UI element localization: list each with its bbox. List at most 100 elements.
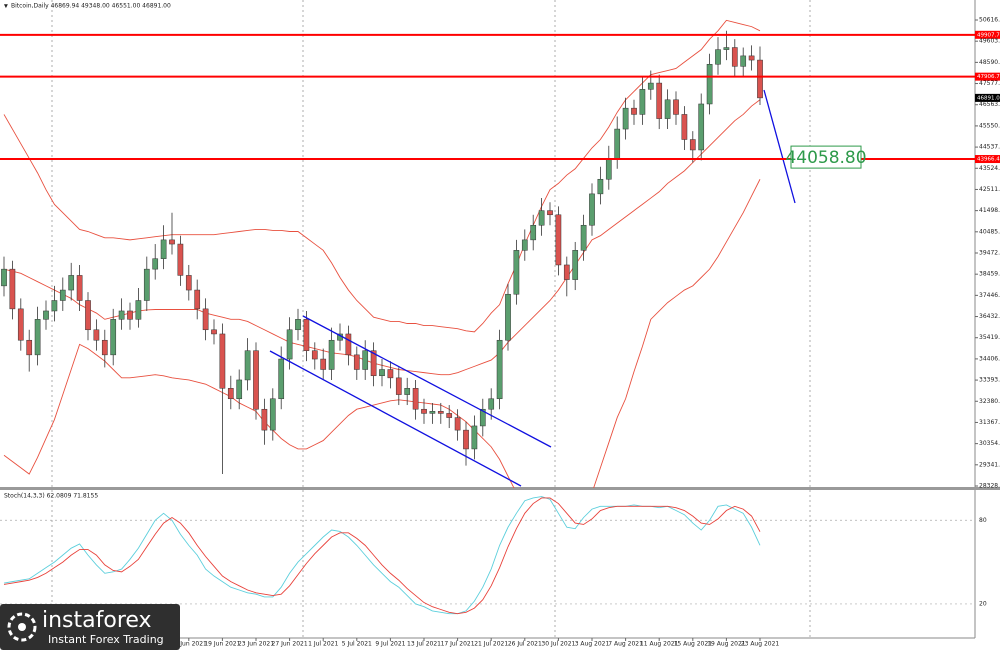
- candle-body: [639, 89, 646, 115]
- logo: instaforex Instant Forex Trading: [0, 604, 180, 650]
- target-label: 44058.80: [785, 148, 866, 168]
- candle-body: [101, 339, 108, 356]
- candle-body: [244, 350, 251, 381]
- y-tick-label: 46563.90: [979, 101, 1000, 108]
- candle-body: [185, 275, 192, 291]
- candle-body: [143, 268, 150, 301]
- candle-body: [647, 82, 654, 90]
- y-tick-label: 47577.00: [979, 80, 1000, 87]
- candle-body: [152, 258, 159, 270]
- logo-icon: [7, 612, 37, 642]
- stoch-line: [3, 496, 761, 615]
- candle-body: [496, 339, 503, 400]
- x-tick-label: 19 Aug 2021: [707, 641, 746, 648]
- candle-body: [513, 250, 520, 295]
- candle-body: [303, 319, 310, 351]
- channel-line: [269, 350, 522, 487]
- logo-tagline: Instant Forex Trading: [48, 633, 164, 646]
- y-tick-label: 44537.70: [979, 144, 1000, 151]
- y-tick-label: 41498.40: [979, 207, 1000, 214]
- y-tick-label: 28328.10: [979, 482, 1000, 489]
- candle-body: [589, 193, 595, 226]
- y-tick-label: 49603.20: [979, 38, 1000, 45]
- target-box: [790, 145, 862, 169]
- candle-body: [681, 114, 688, 140]
- y-tick-label: 36432.90: [979, 313, 1000, 320]
- candle-body: [404, 388, 411, 395]
- candle-body: [68, 275, 75, 291]
- candle-body: [463, 429, 469, 450]
- level-label: 49907.70: [977, 32, 1000, 38]
- candle-body: [261, 408, 268, 431]
- candle-body: [740, 55, 747, 67]
- level-label: 47906.76: [977, 74, 1000, 80]
- candle-body: [673, 99, 679, 115]
- candles-layer: [1, 30, 763, 475]
- candle-body: [530, 224, 537, 241]
- candle-body: [437, 411, 444, 414]
- candle-body: [605, 158, 612, 180]
- candle-body: [488, 398, 495, 410]
- candle-body: [202, 308, 209, 331]
- candle-body: [580, 224, 587, 251]
- x-tick-label: 27 Jun 2021: [272, 641, 308, 648]
- x-tick-label: 9 Jul 2021: [375, 641, 405, 648]
- x-tick-label: 1 Jul 2021: [308, 641, 338, 648]
- candle-body: [698, 103, 705, 151]
- candle-body: [253, 350, 259, 410]
- y-tick-label: 30354.30: [979, 440, 1000, 447]
- stochastic-title: Stoch(14,3,3) 62.0809 71.8155: [4, 493, 98, 500]
- level-tag: [975, 155, 1000, 164]
- candle-body: [93, 329, 100, 341]
- stoch-lines: [3, 496, 761, 615]
- candle-body: [689, 139, 696, 151]
- candle-body: [311, 350, 318, 360]
- candle-body: [505, 293, 511, 341]
- x-tick-label: 3 Aug 2021: [575, 641, 610, 648]
- stoch-tick-label: 80: [979, 517, 987, 524]
- y-tick-label: 50616.30: [979, 17, 1000, 24]
- forecast-line: [763, 89, 796, 204]
- y-tick-label: 29341.20: [979, 461, 1000, 468]
- x-tick-label: 11 Aug 2021: [640, 641, 679, 648]
- y-tick-label: 32380.50: [979, 398, 1000, 405]
- y-tick-label: 35419.80: [979, 334, 1000, 341]
- candle-body: [748, 55, 755, 61]
- logo-icon-core: [18, 623, 26, 631]
- candle-body: [614, 128, 621, 159]
- candle-body: [59, 289, 66, 301]
- x-tick-label: 23 Aug 2021: [741, 641, 780, 648]
- candle-body: [622, 107, 629, 130]
- channel: [269, 89, 796, 487]
- candle-body: [118, 310, 125, 320]
- x-tick-label: 30 Jul 2021: [541, 641, 575, 648]
- x-tick-label: 5 Jul 2021: [342, 641, 372, 648]
- candle-body: [731, 47, 738, 67]
- candle-body: [135, 300, 142, 320]
- candle-body: [17, 308, 24, 341]
- y-tick-label: 42511.50: [979, 186, 1000, 193]
- x-tick-label: 7 Aug 2021: [608, 641, 643, 648]
- candle-body: [597, 178, 604, 195]
- x-tick-label: 21 Jul 2021: [474, 641, 508, 648]
- candle-body: [34, 319, 41, 356]
- candle-body: [85, 300, 91, 331]
- y-tick-label: 40485.30: [979, 228, 1000, 235]
- candle-body: [227, 388, 234, 400]
- band-upper: [3, 19, 761, 333]
- candle-body: [353, 354, 360, 370]
- candle-body: [521, 239, 528, 251]
- stoch-line: [3, 497, 761, 615]
- y-tick-label: 43524.60: [979, 165, 1000, 172]
- candle-body: [51, 300, 58, 312]
- y-tick-label: 34406.70: [979, 355, 1000, 362]
- triangle-icon: ▼: [4, 4, 8, 10]
- candle-body: [76, 275, 83, 301]
- level-tag: [975, 30, 1000, 39]
- candle-body: [26, 339, 33, 356]
- y-tick-label: 37446.00: [979, 292, 1000, 299]
- candle-body: [269, 398, 276, 431]
